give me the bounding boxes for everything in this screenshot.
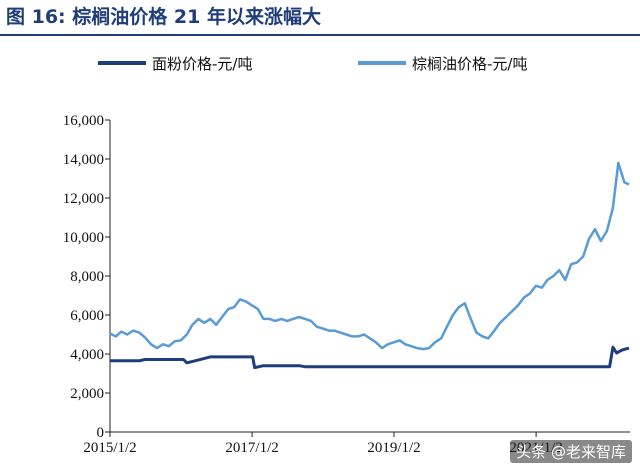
title-divider xyxy=(0,34,640,36)
y-tick-label: 4,000 xyxy=(70,347,104,363)
y-tick-label: 12,000 xyxy=(63,191,104,207)
legend-label-flour: 面粉价格-元/吨 xyxy=(152,55,252,73)
page-title: 图 16: 棕榈油价格 21 年以来涨幅大 xyxy=(6,6,321,28)
x-tick-label: 2019/1/2 xyxy=(367,440,420,456)
legend-label-palm-oil: 棕榈油价格-元/吨 xyxy=(412,55,527,73)
x-tick-label: 2015/1/2 xyxy=(83,440,136,456)
y-tick-label: 0 xyxy=(97,425,105,441)
y-tick-label: 6,000 xyxy=(70,308,104,324)
chart-legend: 面粉价格-元/吨 棕榈油价格-元/吨 xyxy=(98,55,527,73)
x-tick-label: 2017/1/2 xyxy=(225,440,278,456)
series-line-palm-oil xyxy=(109,161,630,351)
y-tick-label: 10,000 xyxy=(63,230,104,246)
y-tick-label: 8,000 xyxy=(70,269,104,285)
watermark: 头条 @老来智库 xyxy=(510,440,632,463)
y-tick-label: 2,000 xyxy=(70,386,104,402)
y-tick-label: 16,000 xyxy=(63,113,104,129)
y-tick-label: 14,000 xyxy=(63,152,104,168)
chart-series xyxy=(109,161,630,370)
series-line-flour xyxy=(110,345,630,370)
